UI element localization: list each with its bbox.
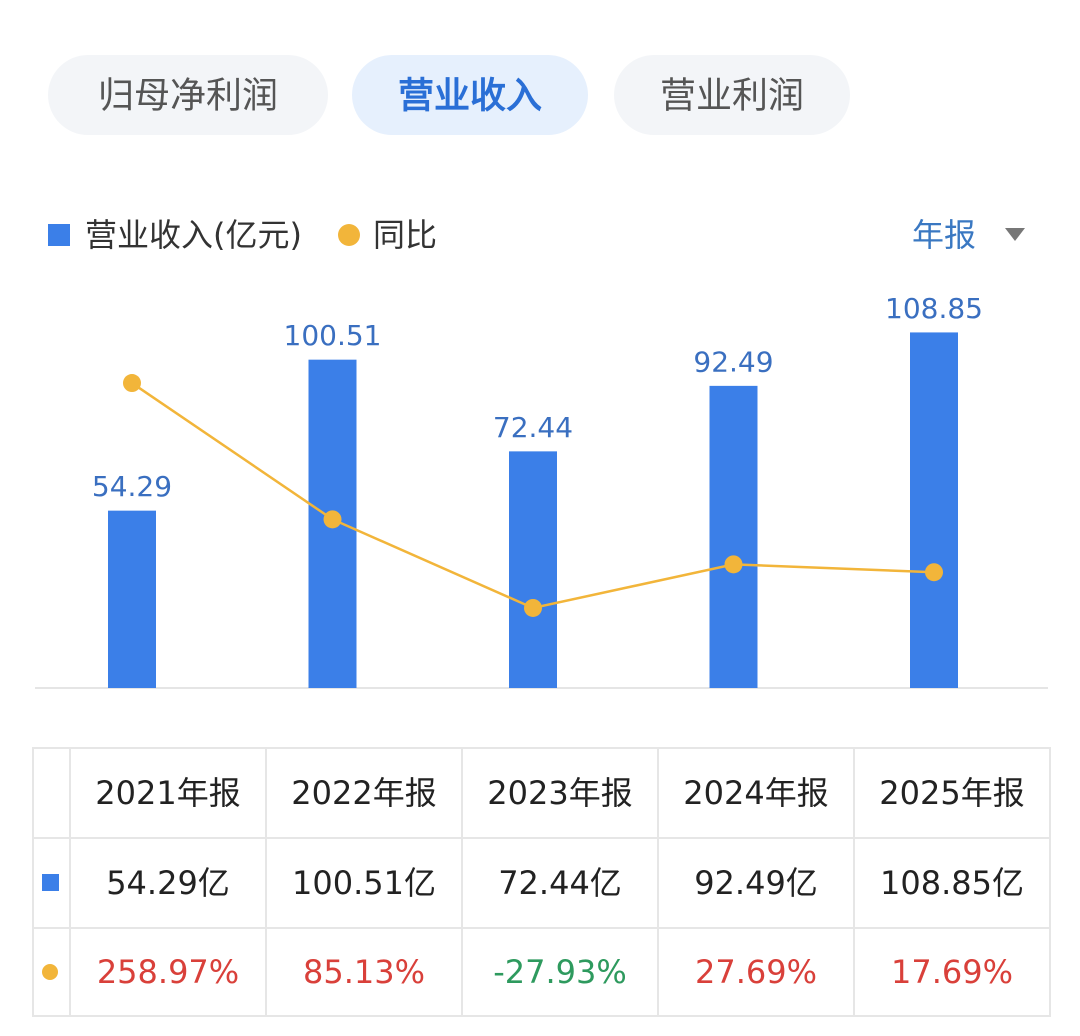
legend-label: 同比 [373,216,437,254]
bar-value-label: 54.29 [92,470,172,503]
table-header: 2025年报 [879,774,1024,812]
yoy-point [323,510,342,529]
bar [910,332,958,688]
table-header: 2024年报 [683,774,828,812]
bar-value-label: 72.44 [493,411,573,444]
table-bar-icon [42,874,59,891]
table-value: 72.44亿 [498,864,622,902]
dropdown-arrow[interactable] [1005,228,1025,241]
table-header: 2023年报 [487,774,632,812]
tab-pill[interactable] [614,55,850,135]
bar [108,510,156,688]
yoy-point [724,555,743,574]
table-yoy: 258.97% [97,953,239,991]
tab-label[interactable]: 营业收入 [398,76,542,117]
table-value: 108.85亿 [880,864,1024,902]
yoy-point [925,563,943,582]
yoy-point [123,374,141,393]
bar-value-label: 92.49 [693,345,773,378]
bar [709,385,758,688]
table-line-icon [42,964,58,980]
yoy-point [524,598,542,617]
bar-value-label: 100.51 [284,319,382,352]
bar [509,451,557,688]
table-yoy: 85.13% [303,953,425,991]
table-value: 92.49亿 [694,864,818,902]
tab-label[interactable]: 归母净利润 [98,76,278,117]
legend-swatch [338,224,360,246]
table-value: 100.51亿 [292,864,436,902]
bar-value-label: 108.85 [885,292,983,325]
table-yoy: 27.69% [695,953,817,991]
period-selector[interactable]: 年报 [912,216,976,254]
legend-label: 营业收入(亿元) [85,216,302,254]
table-yoy: 17.69% [891,953,1013,991]
tab-pill[interactable] [352,55,588,135]
table-yoy: -27.93% [493,953,627,991]
tab-label[interactable]: 营业利润 [660,76,804,117]
table-header: 2021年报 [95,774,240,812]
legend-swatch [48,224,70,246]
table-value: 54.29亿 [106,864,230,902]
tab-pill[interactable] [48,55,328,135]
table-header: 2022年报 [291,774,436,812]
